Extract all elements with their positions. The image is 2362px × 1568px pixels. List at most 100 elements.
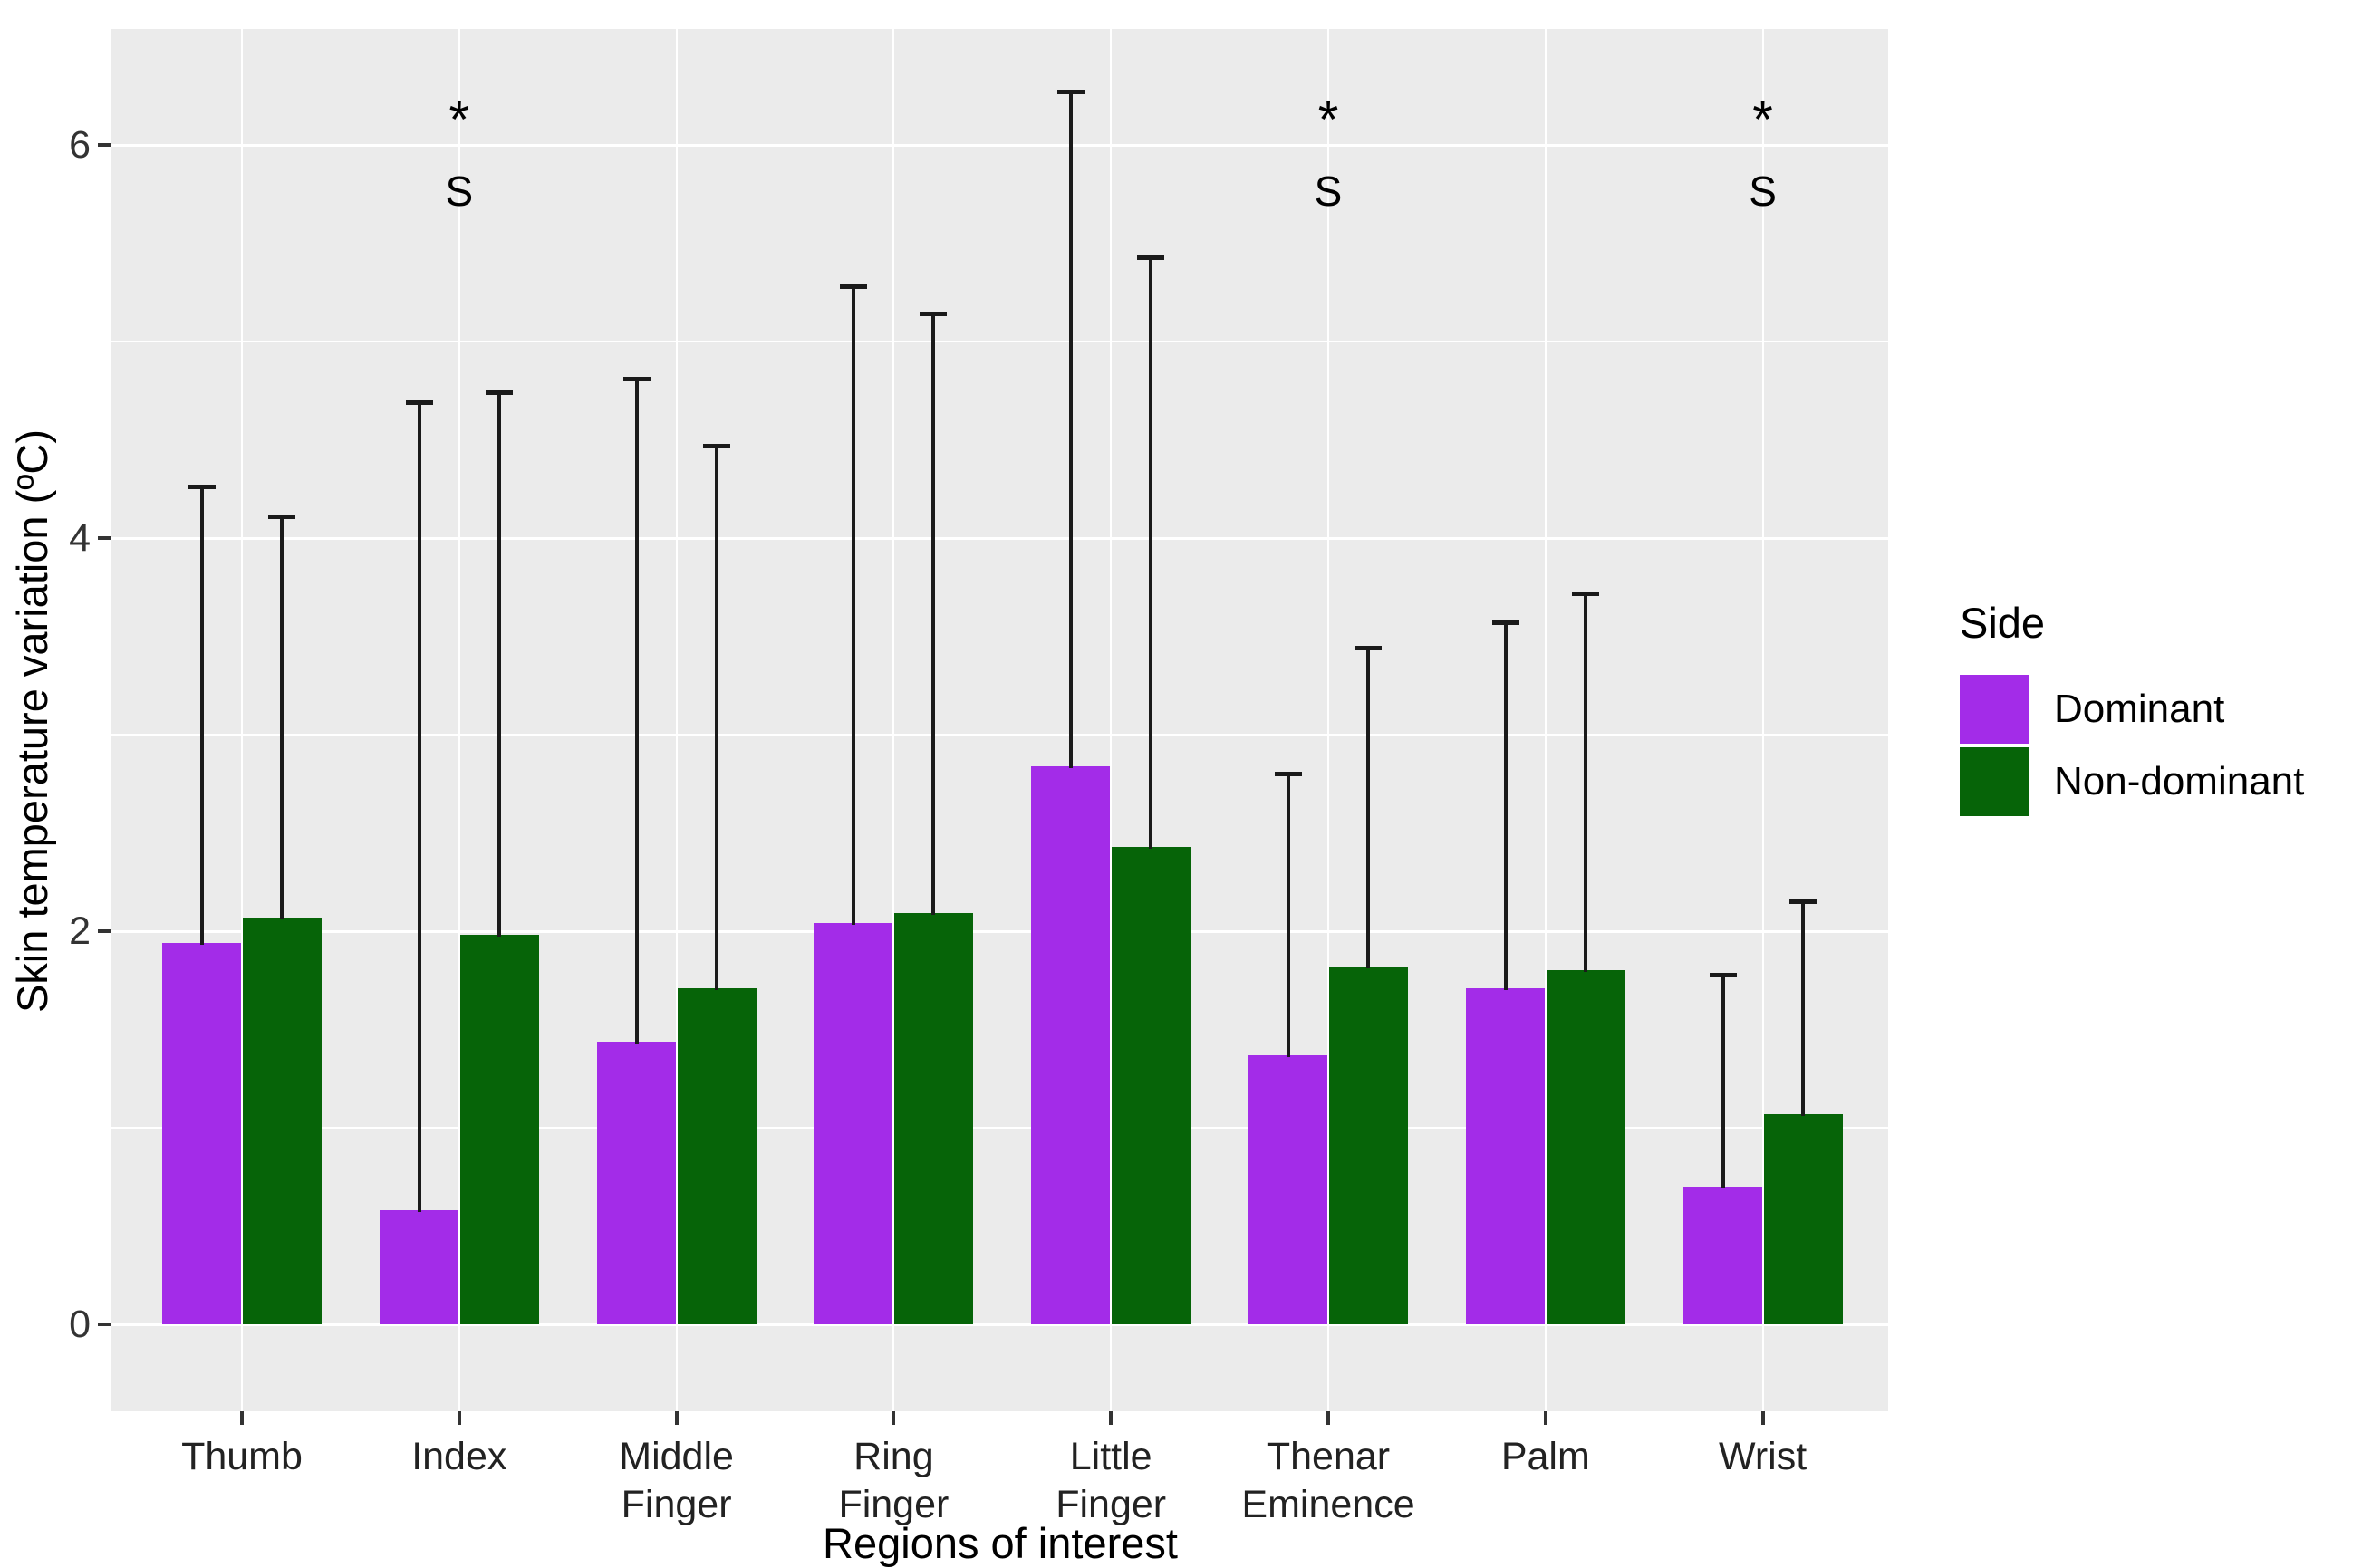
- error-cap-dominant-4: [1057, 90, 1085, 95]
- error-cap-non-dominant-4: [1137, 255, 1165, 260]
- significance-s-thenar-eminence: S: [1314, 168, 1343, 215]
- x-tick-mark-4: [1109, 1411, 1114, 1425]
- gridline-x-5: [1327, 29, 1329, 1411]
- x-tick-mark-0: [240, 1411, 244, 1425]
- x-tick-label-5: Thenar Eminence: [1241, 1435, 1415, 1526]
- significance-s-index: S: [445, 168, 474, 215]
- error-bar-dominant-1: [417, 400, 421, 1213]
- y-tick-label-0: 0: [69, 1303, 91, 1346]
- x-tick-mark-5: [1326, 1411, 1330, 1425]
- bar-non-dominant-0: [243, 917, 322, 1324]
- x-tick-label-4: Little Finger: [1056, 1435, 1167, 1526]
- x-tick-mark-6: [1543, 1411, 1547, 1425]
- legend-label-non-dominant: Non-dominant: [2054, 759, 2305, 803]
- bar-dominant-1: [379, 1210, 458, 1324]
- bar-non-dominant-2: [677, 987, 757, 1324]
- error-bar-non-dominant-2: [714, 443, 718, 990]
- legend-item-dominant: Dominant: [1960, 675, 2304, 744]
- error-bar-dominant-7: [1721, 972, 1725, 1189]
- legend-swatch-non-dominant: [1960, 747, 2029, 816]
- gridline-major-y4: [111, 536, 1888, 540]
- x-tick-label-6: Palm: [1500, 1435, 1590, 1478]
- plot-panel: * S * S * S: [111, 29, 1888, 1411]
- error-cap-non-dominant-1: [485, 390, 513, 396]
- error-cap-non-dominant-2: [702, 443, 730, 448]
- x-tick-label-3: Ring Finger: [838, 1435, 950, 1526]
- x-tick-label-1: Index: [411, 1435, 507, 1478]
- y-tick-mark-2: [98, 929, 111, 933]
- x-tick-mark-2: [674, 1411, 679, 1425]
- error-cap-dominant-7: [1709, 972, 1737, 977]
- error-bar-dominant-6: [1503, 620, 1508, 990]
- y-tick-mark-0: [98, 1323, 111, 1326]
- bar-dominant-7: [1682, 1187, 1762, 1324]
- gridline-x-1: [458, 29, 460, 1411]
- gridline-minor-y5: [111, 341, 1888, 342]
- gridline-x-0: [241, 29, 243, 1411]
- legend: Side Dominant Non-dominant: [1960, 598, 2304, 820]
- legend-title: Side: [1960, 599, 2046, 647]
- gridline-x-4: [1110, 29, 1113, 1411]
- bar-non-dominant-7: [1763, 1113, 1843, 1324]
- y-tick-label-4: 4: [69, 516, 91, 560]
- error-cap-dominant-0: [188, 485, 216, 490]
- significance-star-wrist: *: [1752, 91, 1773, 149]
- y-tick-mark-4: [98, 536, 111, 540]
- error-cap-dominant-1: [405, 400, 433, 406]
- error-cap-non-dominant-3: [920, 312, 948, 317]
- error-bar-non-dominant-5: [1366, 646, 1370, 969]
- x-tick-label-7: Wrist: [1719, 1435, 1808, 1478]
- error-bar-non-dominant-4: [1149, 255, 1153, 849]
- bar-non-dominant-1: [459, 935, 539, 1324]
- x-tick-mark-7: [1760, 1411, 1765, 1425]
- bar-dominant-5: [1248, 1054, 1327, 1324]
- significance-star-index: *: [448, 91, 470, 149]
- x-axis-title: Regions of interest: [823, 1519, 1178, 1567]
- y-tick-mark-6: [98, 143, 111, 147]
- bar-dominant-0: [162, 943, 241, 1324]
- bar-dominant-6: [1465, 987, 1545, 1324]
- y-tick-label-2: 2: [69, 909, 91, 953]
- error-cap-dominant-6: [1491, 620, 1519, 626]
- y-tick-label-6: 6: [69, 123, 91, 167]
- error-bar-dominant-2: [634, 377, 639, 1044]
- error-bar-dominant-5: [1287, 772, 1290, 1057]
- legend-label-dominant: Dominant: [2054, 687, 2225, 731]
- error-cap-non-dominant-0: [268, 514, 295, 519]
- error-cap-non-dominant-7: [1788, 899, 1817, 905]
- error-cap-dominant-5: [1275, 772, 1302, 777]
- gridline-major-y2: [111, 929, 1888, 933]
- bar-non-dominant-4: [1112, 846, 1191, 1324]
- error-bar-non-dominant-1: [497, 390, 501, 938]
- bar-dominant-2: [596, 1041, 676, 1324]
- error-cap-dominant-3: [840, 284, 868, 290]
- error-bar-dominant-0: [200, 485, 204, 946]
- bar-non-dominant-3: [894, 913, 974, 1324]
- gridline-major-y6: [111, 143, 1888, 147]
- error-bar-dominant-3: [852, 284, 856, 926]
- x-tick-mark-1: [457, 1411, 461, 1425]
- error-cap-non-dominant-5: [1355, 646, 1382, 651]
- legend-item-non-dominant: Non-dominant: [1960, 747, 2304, 816]
- gridline-x-3: [892, 29, 895, 1411]
- error-cap-non-dominant-6: [1571, 591, 1599, 596]
- gridline-x-7: [1761, 29, 1764, 1411]
- gridline-minor-y3: [111, 734, 1888, 736]
- bar-non-dominant-5: [1329, 967, 1408, 1324]
- x-tick-mark-3: [892, 1411, 896, 1425]
- y-axis-title: Skin temperature variation (ºC): [8, 428, 56, 1014]
- gridline-minor-y1: [111, 1127, 1888, 1129]
- gridline-x-6: [1544, 29, 1547, 1411]
- significance-s-wrist: S: [1749, 168, 1777, 215]
- error-cap-dominant-2: [622, 377, 651, 382]
- bar-non-dominant-6: [1546, 970, 1625, 1324]
- gridline-x-2: [675, 29, 678, 1411]
- error-bar-non-dominant-3: [931, 312, 936, 916]
- x-tick-label-2: Middle Finger: [619, 1435, 734, 1526]
- error-bar-dominant-4: [1069, 90, 1074, 768]
- gridline-major-y0: [111, 1323, 1888, 1326]
- significance-star-thenar-eminence: *: [1317, 91, 1339, 149]
- x-tick-label-0: Thumb: [181, 1435, 303, 1478]
- legend-swatch-dominant: [1960, 675, 2029, 744]
